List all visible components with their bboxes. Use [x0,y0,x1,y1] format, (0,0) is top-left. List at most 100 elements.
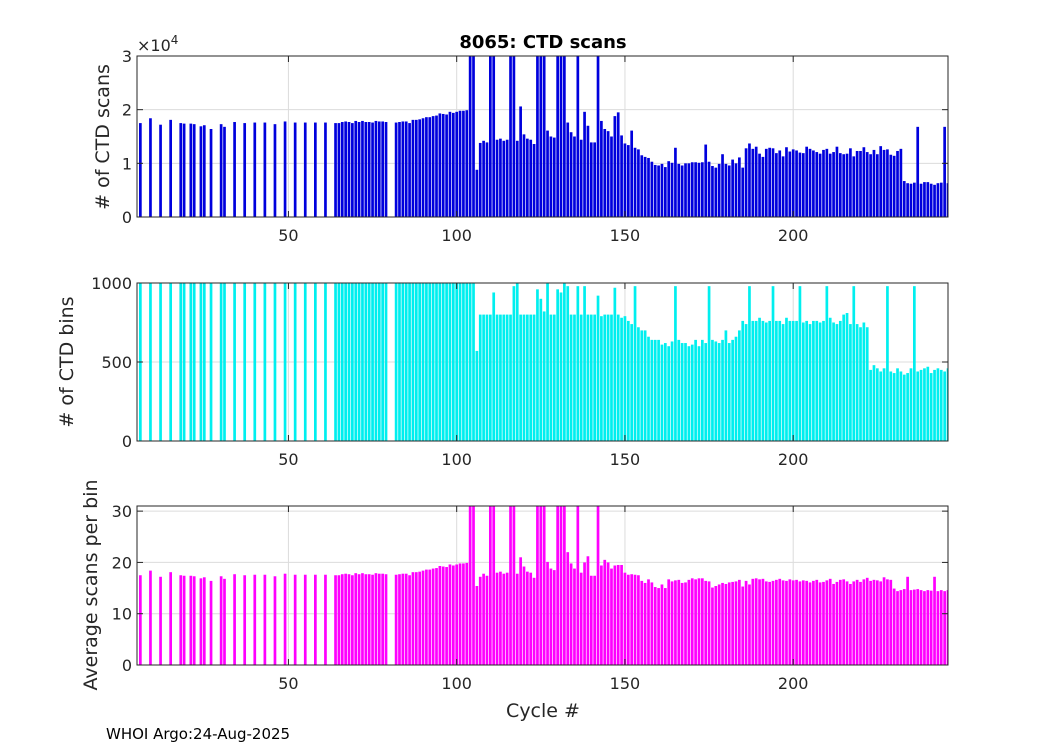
bar-cycle-163 [667,346,671,441]
bar-cycle-141 [593,314,597,441]
bar-cycle-37 [243,283,247,441]
bar-cycle-197 [781,324,785,441]
bar-cycle-66 [340,283,344,441]
y-tick-label: 3 [122,47,132,66]
bar-cycle-226 [879,371,883,441]
bar-cycle-52 [293,283,297,441]
bar-cycle-205 [808,324,812,441]
bar-cycle-58 [314,283,317,441]
bar-cycle-215 [842,579,846,665]
y-tick-label: 0 [122,656,132,675]
bar-cycle-122 [529,139,533,217]
bar-cycle-231 [896,591,899,665]
bar-cycle-18 [179,123,183,217]
footer-credit: WHOI Argo:24-Aug-2025 [106,725,291,743]
bar-cycle-220 [859,581,862,665]
bar-cycle-72 [361,120,364,217]
bar-cycle-89 [418,119,422,217]
bar-cycle-46 [273,124,277,217]
bar-cycle-49 [283,283,287,441]
bar-cycle-27 [209,283,213,441]
bar-cycle-212 [832,152,835,217]
bar-cycle-175 [707,161,711,217]
bar-cycle-107 [478,314,482,441]
bar-cycle-110 [488,56,492,217]
bar-cycle-219 [855,324,859,441]
bar-cycle-193 [768,320,771,441]
bar-cycle-140 [589,142,593,217]
bar-cycle-110 [488,506,492,665]
bar-cycle-129 [552,570,556,665]
bar-cycle-75 [371,283,374,441]
bar-cycle-165 [674,580,677,665]
axes-frame [136,55,949,218]
bar-cycle-84 [401,121,405,217]
bar-cycle-83 [398,574,401,665]
bar-cycle-162 [663,588,667,665]
bar-cycle-232 [899,148,903,217]
bar-cycle-127 [546,561,549,665]
bar-cycle-105 [472,56,475,217]
bar-cycle-200 [791,320,795,441]
bar-cycle-91 [425,117,428,217]
bar-cycle-210 [825,580,829,665]
bar-cycle-187 [748,286,751,441]
bar-cycle-182 [731,339,734,441]
bar-cycle-82 [394,122,398,217]
bar-cycle-194 [771,148,775,217]
bar-cycle-209 [822,320,825,441]
bar-cycle-136 [576,506,580,665]
tick-labels: 50 100 150 200 0 500 1000 [91,274,948,469]
bar-cycle-233 [902,374,906,441]
bar-cycle-82 [394,283,398,441]
bar-cycle-114 [502,314,506,441]
bar-cycle-183 [734,163,738,217]
bar-cycle-18 [179,575,183,665]
bar-cycle-115 [505,572,509,665]
bar-cycle-227 [882,368,886,441]
bar-cycle-137 [579,139,583,217]
chart-title: 8065: CTD scans [459,32,626,53]
bar-cycle-178 [717,584,721,665]
bar-cycle-169 [687,346,691,441]
bar-cycle-163 [667,579,671,665]
panel-ctd-scans: 50 100 150 200 0 1 2 3 8065: CTD scans ×104 # o… [92,32,949,245]
bar-cycle-237 [916,589,920,665]
bar-cycle-209 [822,149,825,217]
bar-cycle-201 [795,579,798,665]
bar-cycle-102 [462,283,465,441]
bar-cycle-241 [929,590,933,665]
bar-cycle-114 [502,573,506,665]
bar-cycle-119 [519,314,522,441]
bar-cycle-31 [223,126,226,217]
bar-cycle-86 [408,575,411,665]
bar-cycle-155 [640,330,644,441]
bar-cycle-230 [892,373,896,441]
bar-cycle-187 [748,584,751,665]
bar-cycle-150 [623,572,627,665]
bar-cycle-118 [515,140,519,217]
bar-cycle-228 [886,286,889,441]
bar-cycle-75 [371,574,374,665]
bar-cycle-192 [764,148,768,217]
bar-cycle-147 [613,116,617,217]
bar-cycle-207 [815,579,819,665]
bar-cycle-169 [687,579,691,665]
y-axis-label: # of CTD scans [92,64,114,210]
bar-cycle-183 [734,336,738,441]
bar-cycle-206 [812,320,815,441]
bar-cycle-95 [438,283,442,441]
bar-cycle-133 [566,286,570,441]
bar-cycle-182 [731,159,734,217]
bar-cycle-202 [798,581,802,665]
bar-cycle-174 [704,343,708,441]
bar-cycle-144 [603,314,607,441]
bar-cycle-219 [855,579,859,665]
bar-cycle-101 [458,283,462,441]
bar-cycle-144 [603,128,607,217]
bar-cycle-212 [832,583,835,665]
bar-cycle-68 [347,122,351,217]
bar-cycle-52 [293,122,297,217]
bar-cycle-130 [556,506,559,665]
bar-cycle-73 [364,574,368,665]
